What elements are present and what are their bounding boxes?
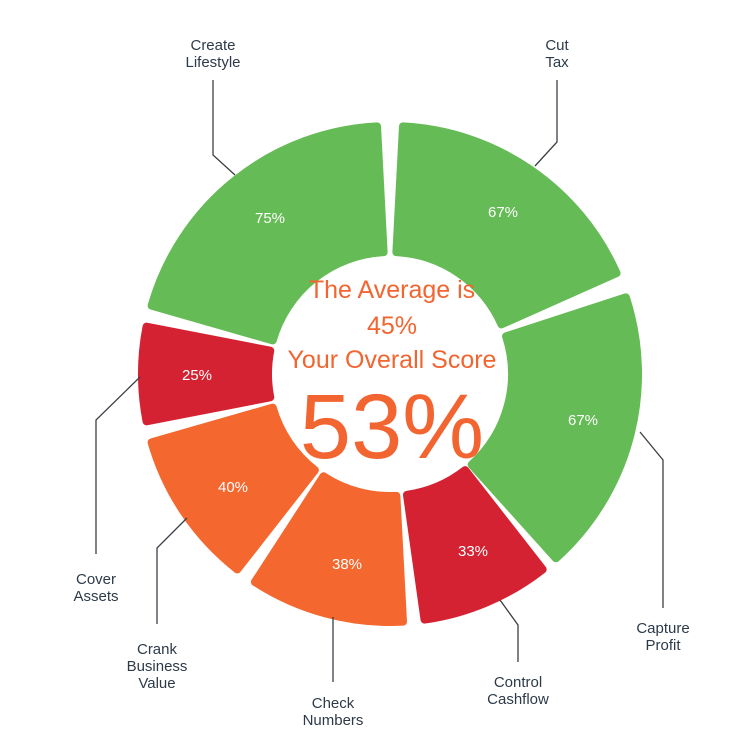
segment-capture-profit — [467, 293, 642, 563]
segment-crank-business-value — [147, 403, 319, 574]
segment-name-label: Cut Tax — [545, 37, 569, 71]
segment-value-label: 75% — [255, 210, 285, 227]
segment-name-label: Capture Profit — [636, 620, 689, 654]
leader-line — [212, 80, 236, 176]
segment-name-label: Create Lifestyle — [185, 37, 240, 71]
segment-name-label: Check Numbers — [303, 695, 364, 729]
leader-line — [639, 431, 664, 608]
segment-name-label: Cover Assets — [73, 571, 118, 605]
leader-line — [156, 517, 188, 624]
leader-line — [499, 599, 519, 662]
segment-value-label: 38% — [332, 556, 362, 573]
center-score-label: Your Overall Score — [288, 346, 497, 374]
segment-value-label: 67% — [568, 412, 598, 429]
segment-name-label: Control Cashflow — [487, 674, 549, 708]
center-average-value: 45% — [367, 312, 417, 340]
center-score-value: 53% — [300, 376, 484, 478]
segment-cover-assets — [138, 322, 275, 426]
segment-control-cashflow — [402, 466, 547, 624]
segment-value-label: 33% — [458, 543, 488, 560]
segment-cut-tax — [392, 122, 621, 329]
segment-value-label: 25% — [182, 367, 212, 384]
segment-value-label: 40% — [218, 479, 248, 496]
leader-line — [534, 80, 558, 167]
segment-check-numbers — [250, 472, 407, 626]
segment-value-label: 67% — [488, 204, 518, 221]
center-average-label: The Average is — [309, 276, 475, 304]
leader-line — [95, 376, 141, 554]
segment-name-label: Crank Business Value — [127, 641, 188, 692]
segment-create-lifestyle — [147, 122, 388, 345]
